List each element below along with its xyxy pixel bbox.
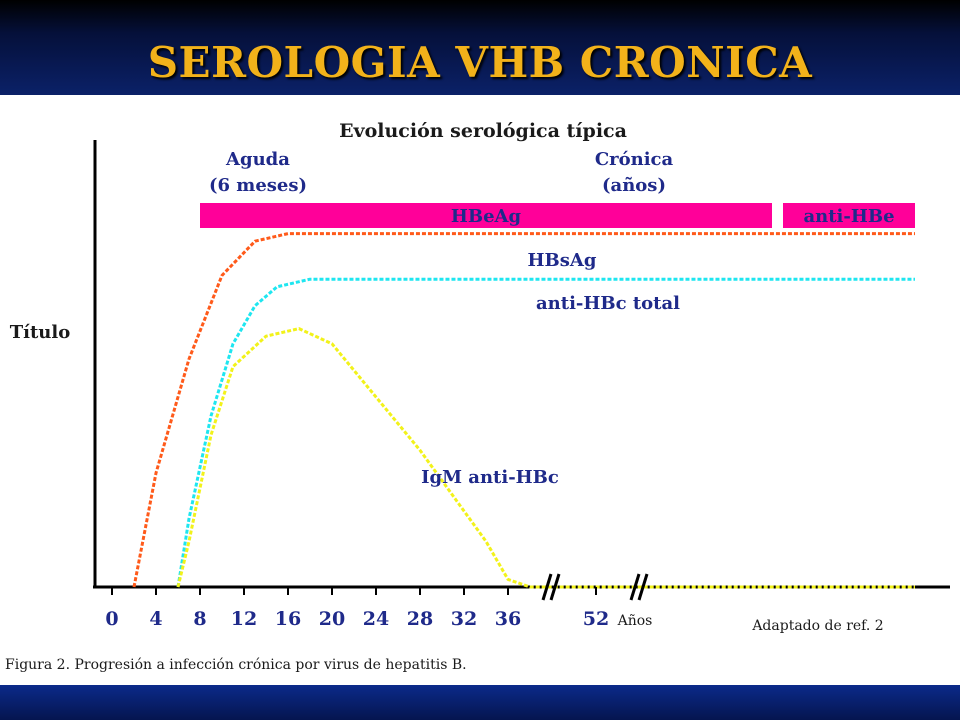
y-axis-label: Título <box>10 322 70 343</box>
source-note: Adaptado de ref. 2 <box>751 618 883 634</box>
phase-label-acute-line2: (6 meses) <box>209 175 307 196</box>
phase-label-chronic-line2: (años) <box>602 175 666 196</box>
x-tick-label: 8 <box>193 608 206 630</box>
phase-label-chronic-line1: Crónica <box>595 149 674 170</box>
series-label-igm-anti-hbc: IgM anti-HBc <box>421 467 559 488</box>
figure-caption: Figura 2. Progresión a infección crónica… <box>5 657 467 673</box>
x-tick-label: 20 <box>319 608 345 630</box>
x-tick-label: 4 <box>149 608 162 630</box>
x-tick-label: 12 <box>231 608 257 630</box>
x-tick-label: 24 <box>363 608 389 630</box>
chart-title: Evolución serológica típica <box>339 120 627 142</box>
x-unit-label: Años <box>617 613 653 629</box>
axis-breaks-group <box>541 573 649 601</box>
axis-break-mark <box>629 573 641 601</box>
axis-break-mark <box>541 573 553 601</box>
series-label-anti-hbc-total: anti-HBc total <box>536 293 680 314</box>
series-line-igm-anti-hbc <box>176 327 915 589</box>
hbeag-bar-label: HBeAg <box>451 206 522 227</box>
hbeag-bar <box>200 203 772 228</box>
series-line-anti-hbc-total <box>176 277 915 588</box>
chart-figure: Evolución serológica típica Aguda (6 mes… <box>0 95 960 685</box>
x-tick-label: 28 <box>407 608 433 630</box>
x-tick-label: 36 <box>495 608 521 630</box>
slide-title: SEROLOGIA VHB CRONICA <box>147 38 813 87</box>
x-tick-label: 0 <box>105 608 118 630</box>
series-label-hbsag: HBsAg <box>528 250 597 271</box>
x-tick-label: 52 <box>583 608 609 630</box>
axis-break-mark <box>549 573 561 601</box>
x-tick-label: 32 <box>451 608 477 630</box>
phase-label-acute-line1: Aguda <box>225 149 290 170</box>
x-ticks-group: 0 4 8 12 16 20 24 28 32 36 52 <box>105 587 609 630</box>
axis-break-mark <box>637 573 649 601</box>
serology-chart: Evolución serológica típica Aguda (6 mes… <box>5 120 950 673</box>
anti-hbe-bar <box>783 203 915 228</box>
slide-header <box>0 0 960 95</box>
x-tick-label: 16 <box>275 608 301 630</box>
series-group <box>132 232 915 589</box>
anti-hbe-bar-label: anti-HBe <box>803 206 894 227</box>
slide-footer <box>0 685 960 720</box>
series-line-hbsag <box>132 232 915 588</box>
